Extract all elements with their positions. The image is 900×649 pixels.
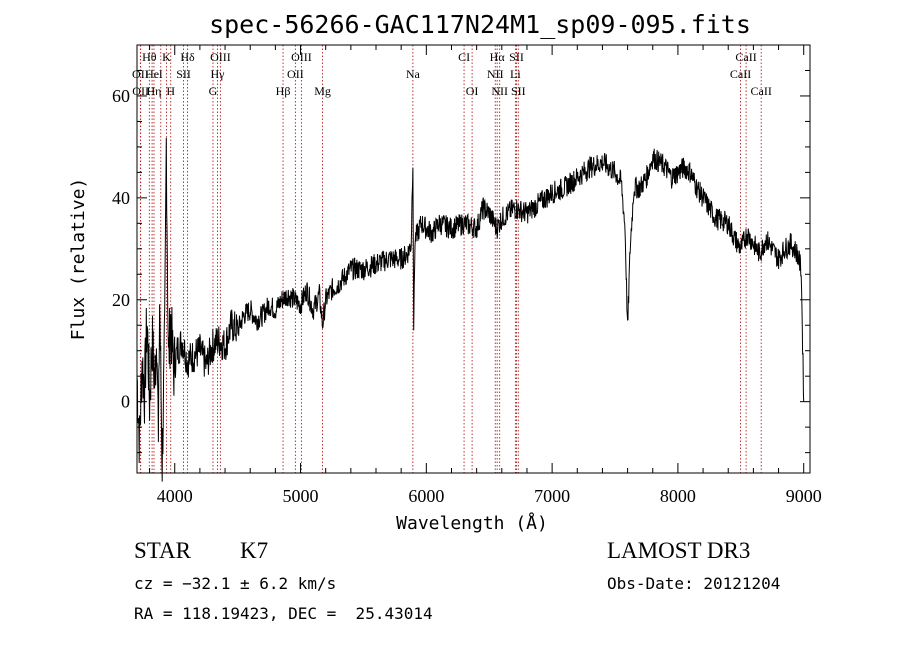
line-label: OIII xyxy=(210,50,231,64)
y-axis-label: Flux (relative) xyxy=(68,178,89,341)
y-tick-label: 40 xyxy=(112,188,130,208)
line-label: K xyxy=(162,50,171,64)
line-label: CaII xyxy=(735,50,756,64)
spectral-line-markers xyxy=(139,45,762,473)
line-label: OI xyxy=(466,84,479,98)
x-axis-label: Wavelength (Å) xyxy=(396,512,548,534)
coordinates: RA = 118.19423, DEC = 25.43014 xyxy=(134,604,433,623)
line-label: Hβ xyxy=(276,84,291,98)
plot-frame xyxy=(136,44,811,474)
object-subclass: K7 xyxy=(240,538,269,563)
object-class: STAR xyxy=(134,538,191,563)
line-label: Li xyxy=(510,67,521,81)
y-tick-label: 60 xyxy=(112,86,130,106)
line-label: G xyxy=(209,84,218,98)
x-tick-label: 5000 xyxy=(283,486,319,506)
x-tick-label: 7000 xyxy=(534,486,570,506)
line-label: SII xyxy=(176,67,191,81)
line-label: CaII xyxy=(730,67,751,81)
line-label: SII xyxy=(511,84,526,98)
x-axis-ticks: 4000 5000 6000 7000 8000 9000 xyxy=(149,45,822,506)
line-label: Hα xyxy=(490,50,506,64)
line-label: NII xyxy=(491,84,508,98)
line-label: H xyxy=(166,84,175,98)
survey-name: LAMOST DR3 xyxy=(607,538,751,563)
line-label: OII xyxy=(287,67,304,81)
chart-title: spec-56266-GAC117N24M1_sp09-095.fits xyxy=(209,10,751,39)
line-label: Hθ xyxy=(142,50,157,64)
x-tick-label: 9000 xyxy=(786,486,822,506)
line-label: Na xyxy=(406,67,421,81)
line-label: Hη xyxy=(147,84,162,98)
line-label: CaII xyxy=(751,84,772,98)
line-label: OII xyxy=(132,84,149,98)
line-label: He xyxy=(145,67,159,81)
x-tick-label: 4000 xyxy=(157,486,193,506)
line-label: OII xyxy=(132,67,149,81)
y-tick-label: 0 xyxy=(121,392,130,412)
y-tick-label: 20 xyxy=(112,290,130,310)
redshift-cz: cz = −32.1 ± 6.2 km/s xyxy=(134,574,337,593)
x-tick-label: 8000 xyxy=(660,486,696,506)
line-label: SII xyxy=(509,50,524,64)
line-label: OIII xyxy=(291,50,312,64)
line-label: NII xyxy=(487,67,504,81)
observation-date: Obs-Date: 20121204 xyxy=(607,574,781,593)
x-tick-label: 6000 xyxy=(408,486,444,506)
line-label: Hδ xyxy=(180,50,195,64)
line-label: CI xyxy=(458,50,470,64)
line-label: I xyxy=(159,67,163,81)
line-label: Hγ xyxy=(211,67,226,81)
spectrum-line xyxy=(136,137,805,482)
y-axis-ticks: 0 20 40 60 xyxy=(112,69,810,454)
spectrum-series xyxy=(136,137,805,482)
line-label: Mg xyxy=(314,84,331,98)
